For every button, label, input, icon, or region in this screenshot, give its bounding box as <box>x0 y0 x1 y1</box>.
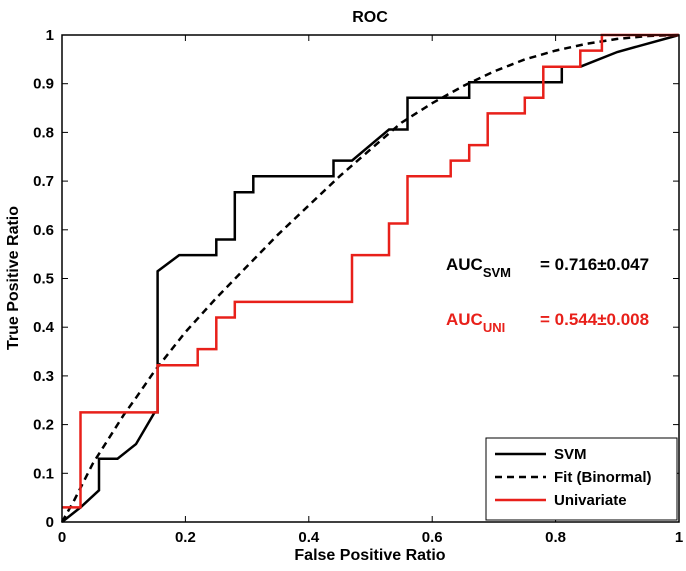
series-line-fit-binormal <box>60 33 680 523</box>
y-tick-label: 1 <box>46 27 54 44</box>
chart-title: ROC <box>352 9 388 26</box>
legend-label: Univariate <box>554 492 627 509</box>
series-line-univariate <box>62 33 679 509</box>
x-tick-label: 0 <box>58 529 66 546</box>
auc-base: AUC <box>446 255 483 274</box>
auc-base: AUC <box>446 310 483 329</box>
auc-annotation-uni: AUCUNI = 0.544±0.008 <box>446 310 649 335</box>
auc-label: AUCSVM <box>446 255 511 280</box>
auc-value: = 0.716±0.047 <box>540 255 649 274</box>
legend: SVM Fit (Binormal) Univariate <box>485 437 678 521</box>
y-tick-label: 0.4 <box>33 319 55 336</box>
y-tick-label: 0 <box>46 514 54 531</box>
auc-subscript: SVM <box>483 265 511 280</box>
legend-box <box>485 437 678 521</box>
legend-entry: SVM <box>495 446 587 463</box>
auc-label: AUCUNI <box>446 310 505 335</box>
x-tick-label: 0.2 <box>175 529 196 546</box>
y-tick-label: 0.7 <box>33 173 54 190</box>
x-tick-label: 0.8 <box>545 529 566 546</box>
y-axis-title: True Positive Ratio <box>5 206 22 350</box>
y-tick-label: 0.2 <box>33 417 54 434</box>
y-tick-label: 0.3 <box>33 368 54 385</box>
auc-subscript: UNI <box>483 320 505 335</box>
auc-annotation-svm: AUCSVM = 0.716±0.047 <box>446 255 649 280</box>
x-tick-label: 0.4 <box>298 529 320 546</box>
series-layer <box>60 33 680 523</box>
y-tick-label: 0.6 <box>33 222 54 239</box>
x-axis-title: False Positive Ratio <box>294 547 445 564</box>
y-tick-label: 0.8 <box>33 124 54 141</box>
ticks-layer: 0 0.2 0.4 0.6 0.8 1 0 0.1 0.2 0.3 0.4 0.5 0.6 0.7 0.8 0… <box>33 27 683 546</box>
y-tick-label: 0.9 <box>33 76 54 93</box>
legend-label: SVM <box>554 446 587 463</box>
legend-label: Fit (Binormal) <box>554 469 652 486</box>
auc-value: = 0.544±0.008 <box>540 310 649 329</box>
legend-entry: Univariate <box>495 492 627 509</box>
x-tick-label: 1 <box>675 529 683 546</box>
y-tick-label: 0.1 <box>33 465 54 482</box>
x-tick-label: 0.6 <box>422 529 443 546</box>
y-tick-label: 0.5 <box>33 271 54 288</box>
plot-frame <box>61 34 680 523</box>
legend-entry: Fit (Binormal) <box>495 469 652 486</box>
series-line-svm <box>61 33 680 523</box>
